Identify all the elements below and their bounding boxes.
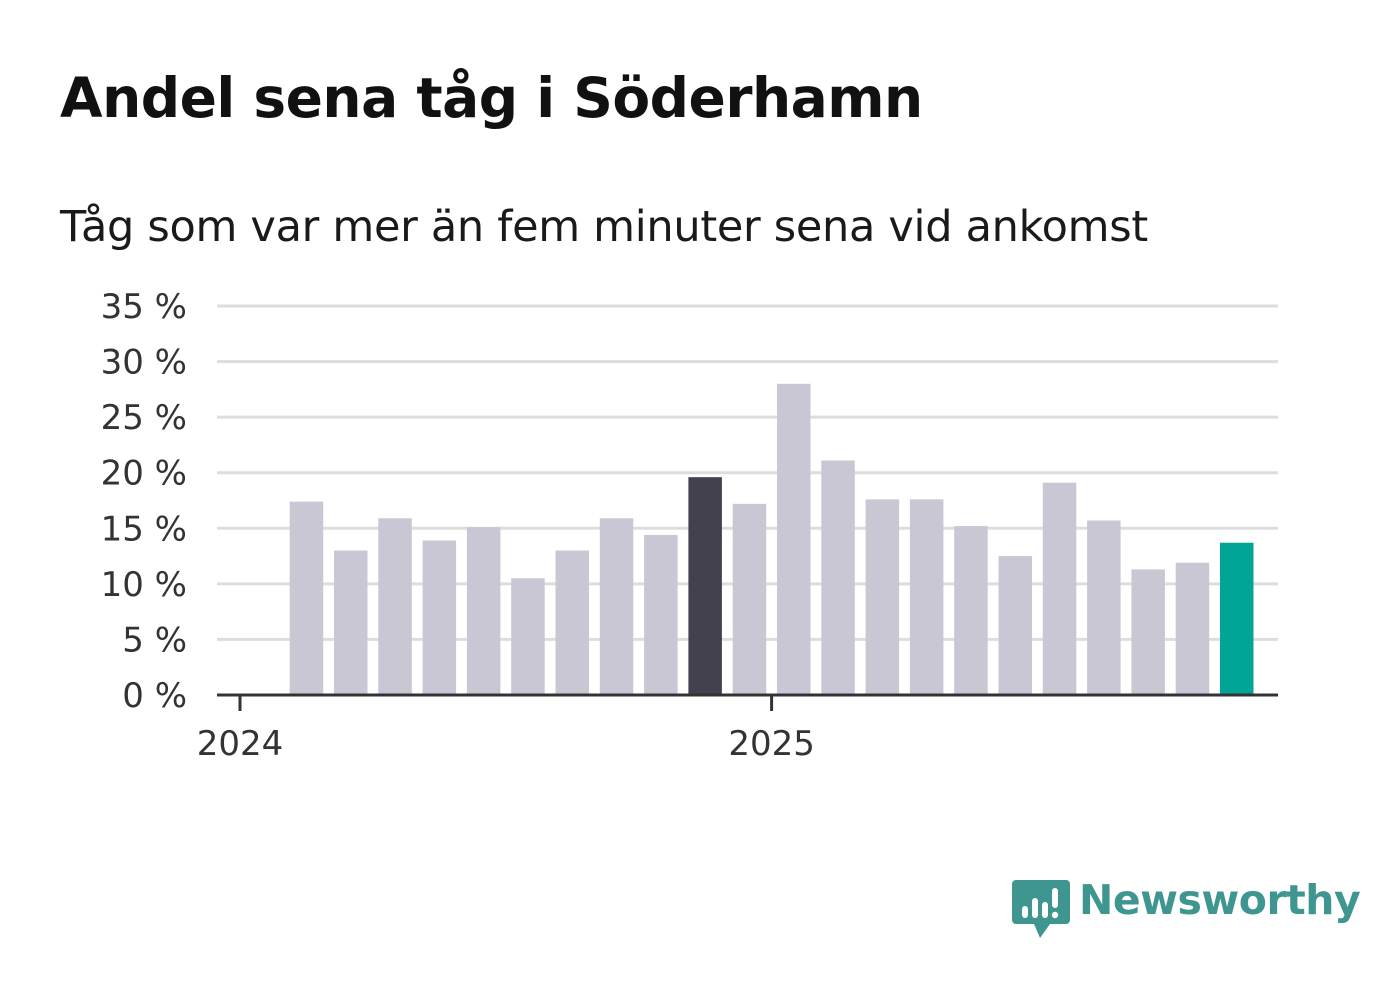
bar <box>334 550 368 695</box>
y-tick-label: 20 % <box>101 454 187 494</box>
bar <box>511 578 545 695</box>
bar <box>954 526 988 695</box>
bar <box>998 556 1032 695</box>
bar <box>1131 569 1165 695</box>
bar <box>378 518 412 695</box>
bar <box>821 460 855 695</box>
y-tick-label: 30 % <box>101 343 187 383</box>
y-tick-label: 0 % <box>122 676 187 716</box>
x-tick-label: 2025 <box>728 724 815 764</box>
bar <box>555 550 589 695</box>
y-tick-label: 10 % <box>101 565 187 605</box>
y-tick-label: 35 % <box>101 287 187 327</box>
bar <box>777 383 811 695</box>
bar <box>1087 520 1121 695</box>
bars <box>289 383 1254 695</box>
bar <box>732 503 767 695</box>
bar <box>289 501 324 695</box>
brand-name: Newsworthy <box>1079 876 1361 924</box>
y-axis-labels: 0 % 5 % 10 % 15 % 20 % 25 % 30 % 35 % <box>101 287 187 716</box>
bar <box>1175 562 1210 695</box>
bar <box>466 527 501 695</box>
x-tick-label: 2024 <box>197 724 284 764</box>
bar <box>1220 542 1254 695</box>
bar <box>422 540 457 695</box>
y-tick-label: 25 % <box>101 398 187 438</box>
bar <box>865 499 900 695</box>
bar <box>909 499 944 695</box>
bar <box>688 477 722 695</box>
bar-chart: 0 % 5 % 10 % 15 % 20 % 25 % 30 % 35 % 2024 2025 <box>101 287 1278 764</box>
chart-title: Andel sena tåg i Söderhamn <box>60 66 923 130</box>
bar <box>644 534 678 695</box>
bar <box>599 518 634 695</box>
bar <box>1042 482 1077 695</box>
y-tick-label: 5 % <box>122 620 187 660</box>
chart-subtitle: Tåg som var mer än fem minuter sena vid … <box>60 202 1148 252</box>
newsworthy-logo-icon <box>1012 880 1070 938</box>
x-axis: 2024 2025 <box>197 693 1278 764</box>
y-tick-label: 15 % <box>101 509 187 549</box>
